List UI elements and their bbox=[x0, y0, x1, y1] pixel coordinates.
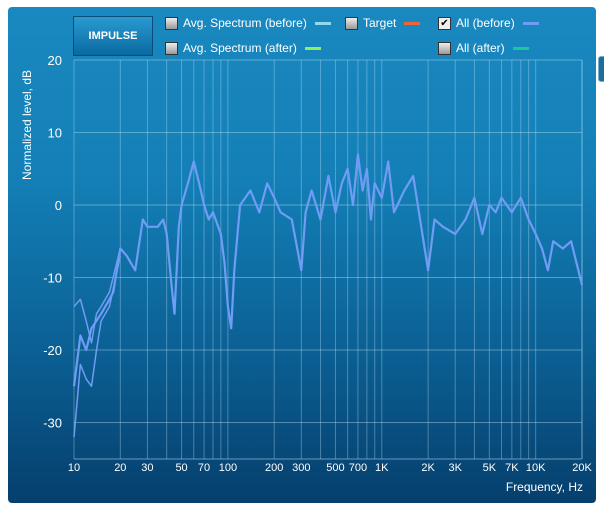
legend-swatch bbox=[512, 46, 529, 50]
x-tick-label: 3K bbox=[448, 462, 462, 474]
x-tick-label: 5K bbox=[483, 462, 497, 474]
x-tick-label: 70 bbox=[198, 462, 210, 474]
legend-all-after[interactable]: All (after) bbox=[438, 41, 529, 55]
x-tick-label: 30 bbox=[141, 462, 153, 474]
x-tick-label: 1K bbox=[375, 462, 389, 474]
y-tick-label: -10 bbox=[43, 271, 62, 286]
legend-swatch bbox=[522, 21, 539, 25]
x-tick-label: 300 bbox=[292, 462, 310, 474]
x-tick-label: 20 bbox=[114, 462, 126, 474]
y-axis-label: Normalized level, dB bbox=[20, 70, 34, 180]
series-line-all-before bbox=[73, 248, 122, 344]
y-tick-label: 10 bbox=[48, 126, 62, 141]
checkbox[interactable] bbox=[165, 16, 178, 30]
checkbox[interactable] bbox=[438, 41, 451, 55]
y-tick-label: -20 bbox=[43, 343, 62, 358]
series-line-all-before bbox=[73, 255, 122, 438]
x-tick-label: 200 bbox=[265, 462, 283, 474]
series-line-all-before bbox=[72, 153, 584, 387]
side-scroll-handle[interactable] bbox=[598, 56, 604, 82]
legend-swatch bbox=[404, 21, 421, 25]
checkbox[interactable] bbox=[165, 41, 178, 55]
legend-avg-before[interactable]: Avg. Spectrum (before) bbox=[165, 16, 331, 30]
x-tick-label: 50 bbox=[175, 462, 187, 474]
x-tick-label: 20K bbox=[572, 462, 592, 474]
legend-avg-after[interactable]: Avg. Spectrum (after) bbox=[165, 41, 321, 55]
y-tick-label: -30 bbox=[43, 416, 62, 431]
legend-all-before[interactable]: ✔ All (before) bbox=[438, 16, 539, 30]
x-tick-label: 10 bbox=[68, 462, 80, 474]
checkbox[interactable] bbox=[345, 16, 358, 30]
x-tick-label: 7K bbox=[505, 462, 519, 474]
x-axis-label: Frequency, Hz bbox=[506, 480, 583, 494]
legend-target[interactable]: Target bbox=[345, 16, 421, 30]
x-tick-label: 700 bbox=[349, 462, 367, 474]
x-tick-label: 2K bbox=[421, 462, 435, 474]
legend-swatch bbox=[304, 46, 321, 50]
impulse-button[interactable]: IMPULSE bbox=[73, 16, 153, 56]
x-tick-label: 500 bbox=[326, 462, 344, 474]
x-tick-label: 100 bbox=[219, 462, 237, 474]
y-tick-label: 0 bbox=[55, 198, 62, 213]
legend-swatch bbox=[314, 21, 331, 25]
checkbox-checked[interactable]: ✔ bbox=[438, 16, 451, 30]
y-tick-label: 20 bbox=[48, 53, 62, 68]
x-tick-label: 10K bbox=[526, 462, 546, 474]
